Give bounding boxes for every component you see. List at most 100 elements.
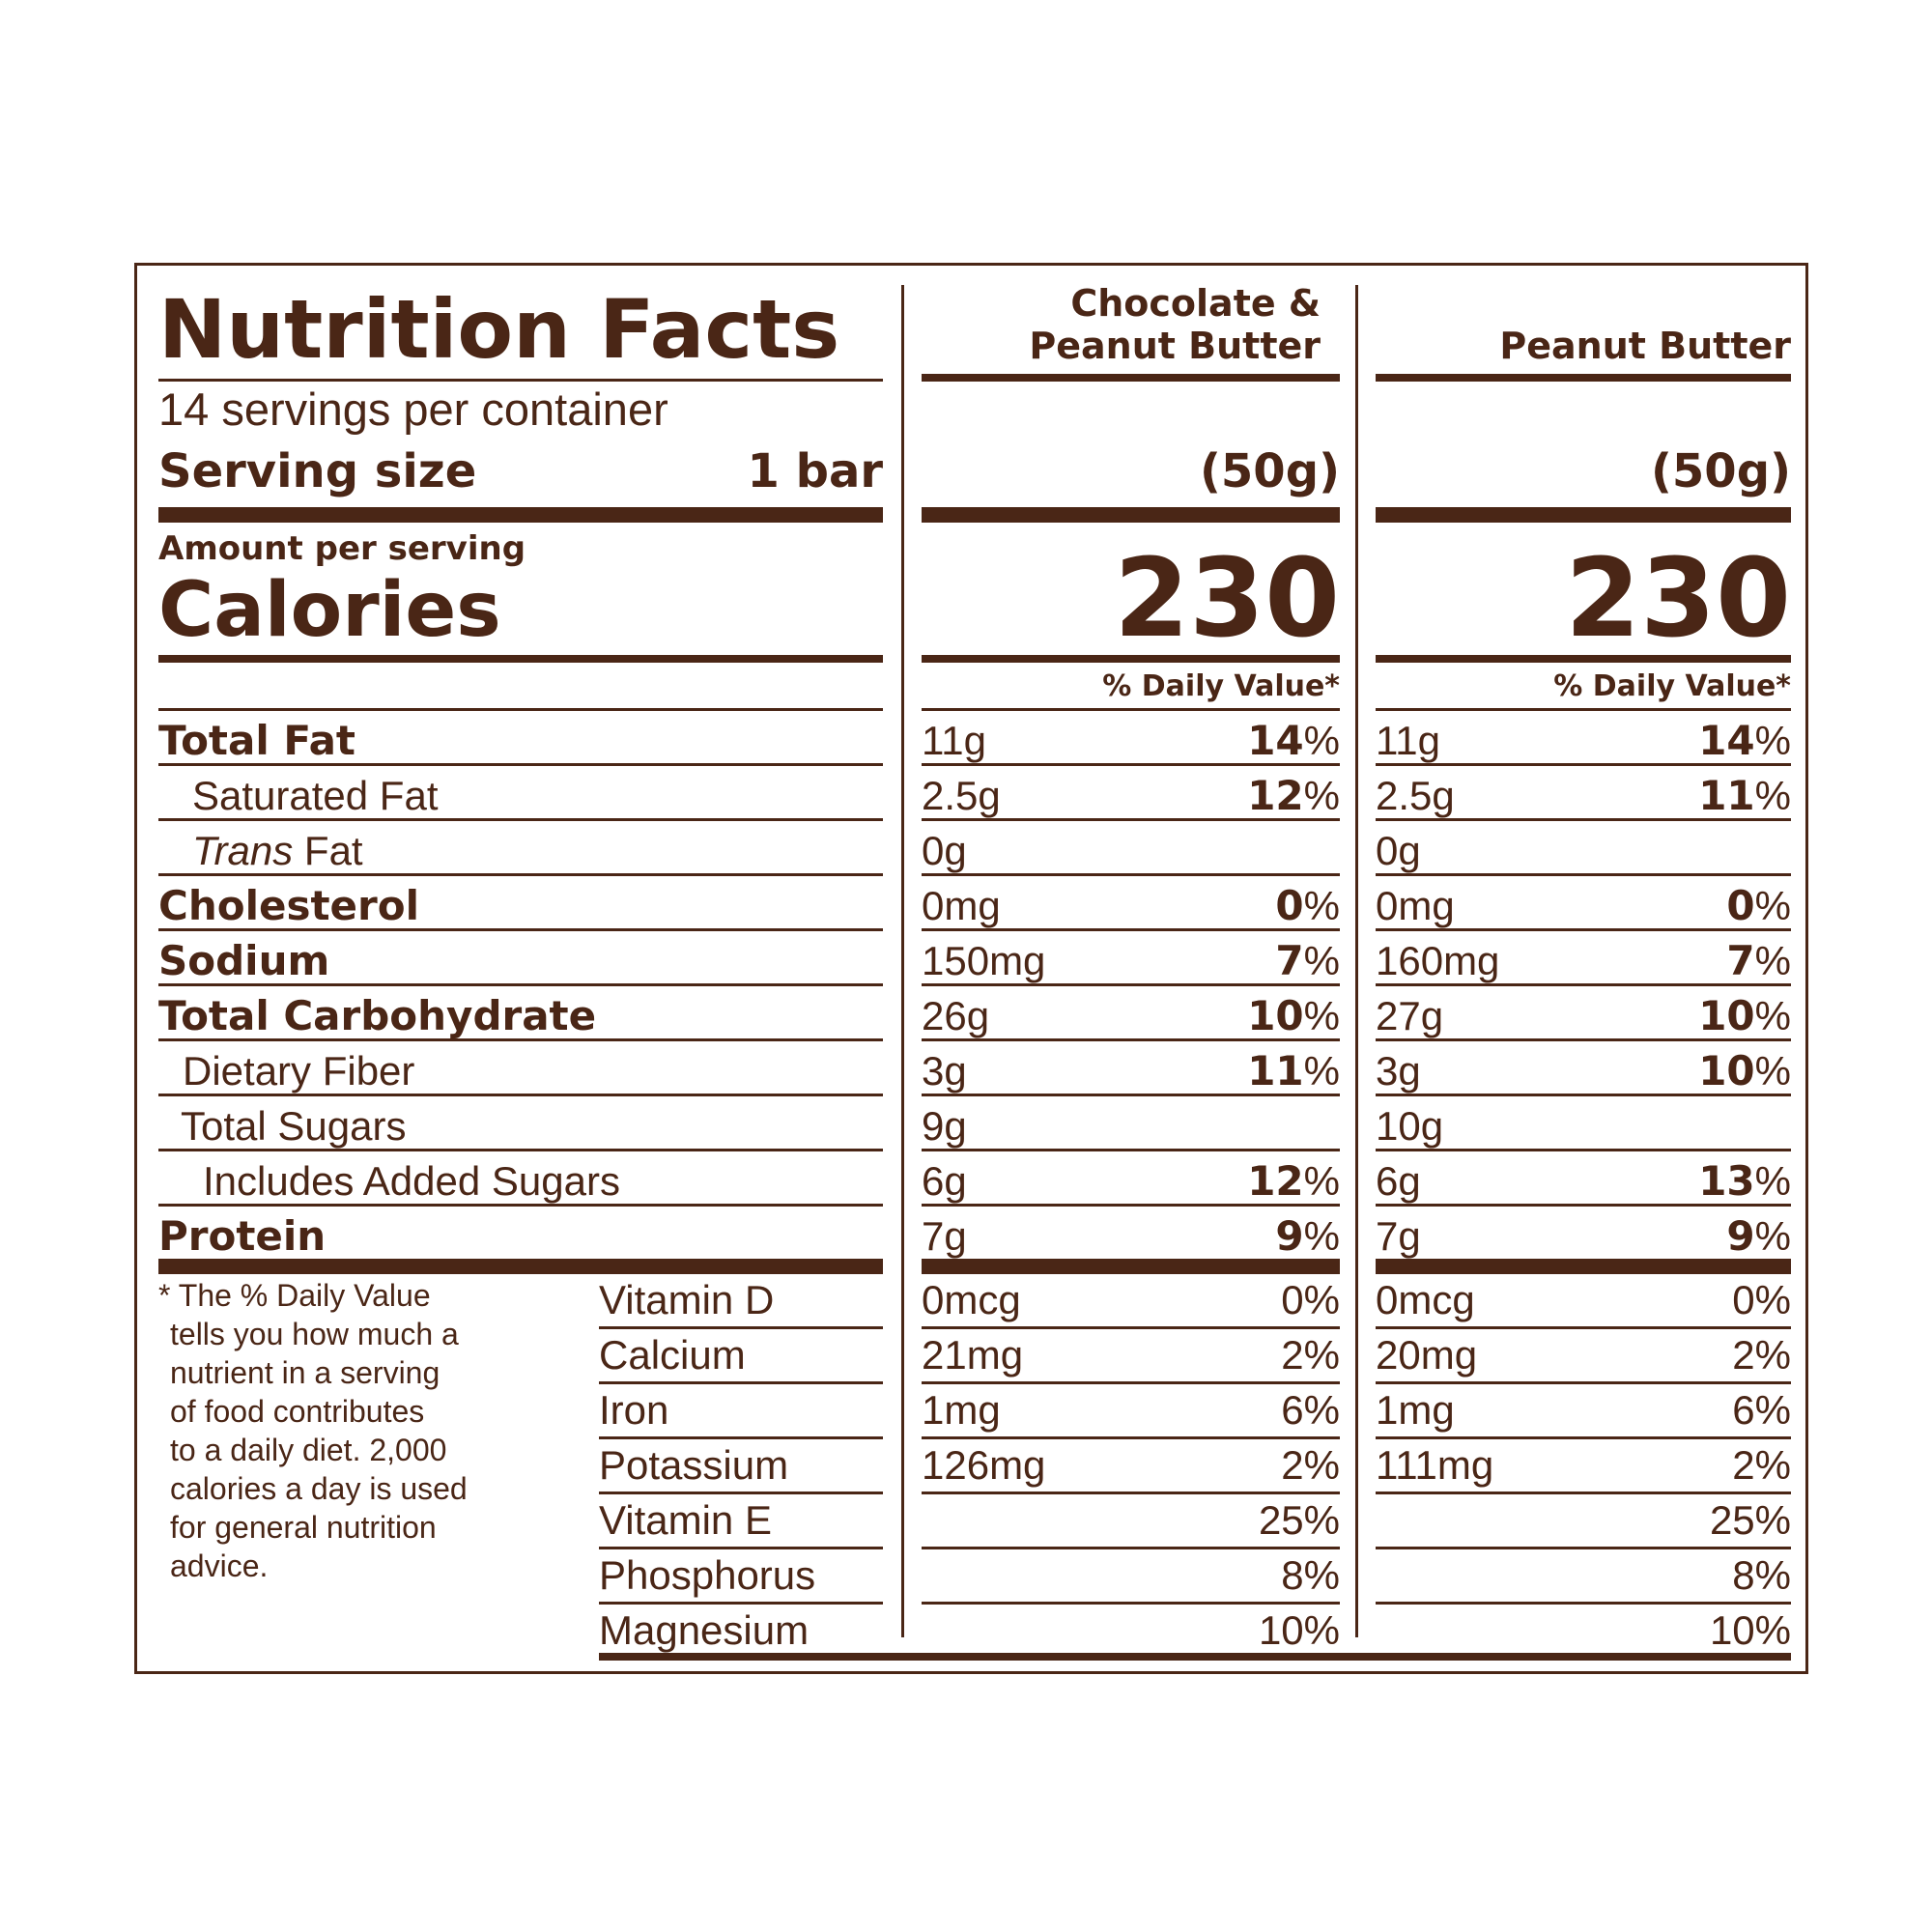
nutrient-dv-col1: 14% bbox=[1147, 717, 1340, 765]
nutrient-dv-symbol: % bbox=[1303, 773, 1340, 818]
nutrient-amount-col1: 3g bbox=[922, 1048, 967, 1094]
nutrient-row-rule-col2 bbox=[1376, 1094, 1791, 1096]
nutrient-amount-col2: 160mg bbox=[1376, 938, 1500, 983]
nutrient-dv-col2: 10% bbox=[1598, 1047, 1791, 1095]
nutrient-row-rule bbox=[158, 1094, 883, 1096]
nutrient-label-italic: Trans bbox=[192, 828, 294, 873]
nutrient-dv-symbol: % bbox=[1303, 938, 1340, 983]
nutrient-amount-col2: 10g bbox=[1376, 1103, 1444, 1149]
nutrient-dv-symbol: % bbox=[1754, 1213, 1791, 1259]
nutrient-amount-col1: 26g bbox=[922, 993, 990, 1038]
nutrient-dv-symbol: % bbox=[1303, 1158, 1340, 1204]
nutrient-dv-number: 10 bbox=[1698, 992, 1755, 1039]
nutrient-amount-col2: 0mg bbox=[1376, 883, 1455, 928]
micronutrient-dv-col1: 2% bbox=[1281, 1332, 1340, 1378]
nutrient-label: Trans Fat bbox=[192, 827, 363, 875]
nutrient-dv-symbol: % bbox=[1303, 1213, 1340, 1259]
nutrient-dv-symbol: % bbox=[1754, 773, 1791, 818]
nutrient-dv-col2: 7% bbox=[1598, 937, 1791, 985]
nutrient-amount-col1: 7g bbox=[922, 1213, 967, 1259]
micronutrient-dv-col1: 25% bbox=[1258, 1497, 1340, 1543]
nutrient-label: Total Carbohydrate bbox=[158, 992, 596, 1040]
footnote-line: tells you how much a bbox=[170, 1317, 459, 1351]
micronutrient-row-rule-col1 bbox=[922, 1326, 1340, 1329]
nutrient-dv-col1: 10% bbox=[1147, 992, 1340, 1040]
column2-name-line2: Peanut Butter bbox=[1499, 325, 1791, 367]
nutrient-row-rule-col1 bbox=[922, 928, 1340, 931]
micronutrient-row-rule bbox=[599, 1381, 883, 1384]
column1-weight: (50g) bbox=[1199, 444, 1340, 498]
column1-calories: 230 bbox=[1114, 536, 1340, 662]
nutrient-row-rule bbox=[158, 928, 883, 931]
nutrient-amount-col1: 6g bbox=[922, 1158, 967, 1204]
nutrient-label-text: Fat bbox=[293, 828, 363, 873]
nutrient-row-rule-col2 bbox=[1376, 983, 1791, 986]
micronutrient-row-rule-col2 bbox=[1376, 1326, 1791, 1329]
column2-calories-rule bbox=[1376, 655, 1791, 663]
nutrient-dv-col2: 10% bbox=[1598, 992, 1791, 1040]
column1-name-line2: Peanut Butter bbox=[1029, 325, 1321, 367]
micronutrient-row-rule-col2 bbox=[1376, 1436, 1791, 1439]
nutrient-amount-col2: 2.5g bbox=[1376, 773, 1455, 818]
footnote-line: nutrient in a serving bbox=[170, 1355, 440, 1390]
nutrient-dv-number: 10 bbox=[1247, 992, 1304, 1039]
nutrient-dv-number: 9 bbox=[1275, 1212, 1304, 1260]
nutrient-row-rule bbox=[158, 818, 883, 821]
nutrient-row-rule-col2 bbox=[1376, 873, 1791, 876]
column-divider-1 bbox=[901, 285, 904, 1637]
micronutrient-dv-col1: 6% bbox=[1281, 1387, 1340, 1433]
column1-name-rule bbox=[922, 374, 1340, 382]
column-divider-2 bbox=[1355, 285, 1358, 1637]
nutrient-dv-symbol: % bbox=[1303, 993, 1340, 1038]
micronutrient-row-rule bbox=[599, 1492, 883, 1494]
bottom-rule bbox=[599, 1653, 1791, 1661]
nutrient-dv-symbol: % bbox=[1303, 883, 1340, 928]
nutrient-dv-col1: 11% bbox=[1147, 1047, 1340, 1095]
nutrient-dv-symbol: % bbox=[1754, 993, 1791, 1038]
nutrient-row-rule-col2 bbox=[1376, 818, 1791, 821]
nutrient-label: Total Fat bbox=[158, 717, 355, 765]
micronutrient-row-rule-col1 bbox=[922, 1547, 1340, 1549]
column2-dv-header: % Daily Value* bbox=[1553, 669, 1791, 703]
nutrient-amount-col2: 6g bbox=[1376, 1158, 1421, 1204]
nutrient-row-rule bbox=[158, 873, 883, 876]
micronutrient-dv-col1: 10% bbox=[1258, 1607, 1340, 1653]
micronutrient-label: Iron bbox=[599, 1387, 669, 1433]
nutrient-dv-symbol: % bbox=[1303, 718, 1340, 763]
serving-size-label: Serving size bbox=[158, 444, 477, 498]
micronutrient-amount-col2: 1mg bbox=[1376, 1387, 1455, 1433]
nutrition-facts-panel: Nutrition Facts 14 servings per containe… bbox=[134, 263, 1808, 1674]
micronutrient-row-rule bbox=[599, 1547, 883, 1549]
column1-dv-header: % Daily Value* bbox=[1102, 669, 1340, 703]
protein-thick-rule-col2 bbox=[1376, 1259, 1791, 1274]
micronutrient-dv-col1: 2% bbox=[1281, 1442, 1340, 1488]
micronutrient-label: Potassium bbox=[599, 1442, 789, 1488]
nutrient-amount-col2: 0g bbox=[1376, 828, 1421, 873]
nutrient-amount-col2: 27g bbox=[1376, 993, 1444, 1038]
nutrient-row-rule bbox=[158, 983, 883, 986]
nutrient-dv-col2: 13% bbox=[1598, 1157, 1791, 1206]
nutrient-label-text: Sodium bbox=[158, 937, 330, 984]
column1-dv-rule bbox=[922, 708, 1340, 711]
nutrient-label-text: Total Sugars bbox=[181, 1103, 407, 1149]
column1-serving-rule bbox=[922, 507, 1340, 523]
footnote-line: advice. bbox=[170, 1548, 269, 1583]
nutrient-row-rule-col1 bbox=[922, 873, 1340, 876]
nutrient-row-rule-col2 bbox=[1376, 1149, 1791, 1151]
nutrient-row-rule bbox=[158, 1204, 883, 1207]
micronutrient-amount-col2: 111mg bbox=[1376, 1442, 1494, 1488]
nutrient-dv-number: 13 bbox=[1698, 1157, 1755, 1205]
nutrient-label-text: Total Fat bbox=[158, 717, 356, 764]
micronutrient-dv-col2: 2% bbox=[1732, 1332, 1791, 1378]
nutrient-dv-number: 12 bbox=[1247, 1157, 1304, 1205]
nutrient-label: Total Sugars bbox=[181, 1102, 406, 1151]
nutrient-dv-number: 7 bbox=[1275, 937, 1304, 984]
dv-rule-label bbox=[158, 708, 883, 711]
nutrient-row-rule-col1 bbox=[922, 1149, 1340, 1151]
column2-dv-rule bbox=[1376, 708, 1791, 711]
micronutrient-row-rule-col2 bbox=[1376, 1492, 1791, 1494]
nutrient-dv-col1: 12% bbox=[1147, 1157, 1340, 1206]
nutrient-dv-number: 0 bbox=[1275, 882, 1304, 929]
micronutrient-row-rule bbox=[599, 1326, 883, 1329]
nutrient-row-rule-col1 bbox=[922, 1204, 1340, 1207]
